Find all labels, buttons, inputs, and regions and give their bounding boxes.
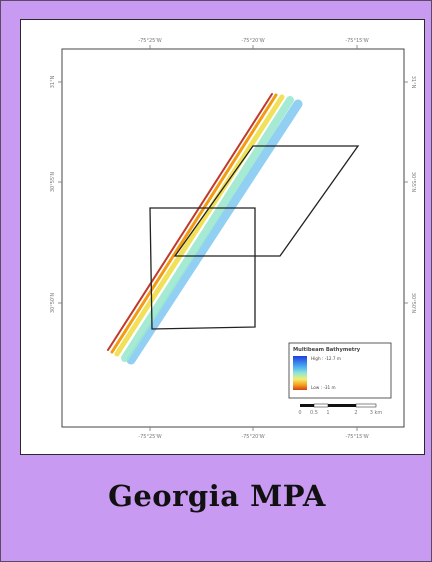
mpa-boundary-east [173,145,360,257]
swath-band [110,93,278,354]
mpa-boundary-west [149,207,256,330]
left-tick-label: 30°55'N [50,172,56,193]
top-tick-label: -75°15'W [345,38,368,44]
swath-band [126,99,303,365]
scale-bar: 0 0.5 1 2 3 km [298,403,383,416]
bathymetry-swath [107,93,303,365]
scale-label: 2 [354,410,357,416]
map-frame: -75°25'W -75°20'W -75°15'W -75°25'W -75°… [20,19,425,455]
scale-label: 1 [326,410,329,416]
legend-title: Multibeam Bathymetry [293,347,361,353]
scale-label: 0.5 [310,410,318,416]
graticule-right: 31°N 30°55'N 30°50'N [404,76,416,314]
top-tick-label: -75°25'W [138,38,161,44]
left-tick-label: 31°N [50,75,56,88]
graticule-bottom: -75°25'W -75°20'W -75°15'W [138,427,369,440]
legend-high-label: High : -12.7 m [311,356,341,361]
bottom-tick-label: -75°25'W [138,434,161,440]
page-title: Georgia MPA [108,479,326,513]
legend-low-label: Low : -31 m [311,385,336,390]
right-tick-label: 31°N [410,76,416,89]
graticule-left: 31°N 30°55'N 30°50'N [50,75,62,313]
swath-band [107,93,273,351]
swath-band [121,96,294,362]
map-canvas: -75°25'W -75°20'W -75°15'W -75°25'W -75°… [50,38,416,440]
scale-label: 0 [298,410,301,416]
left-tick-label: 30°50'N [50,293,56,314]
bottom-tick-label: -75°15'W [345,434,368,440]
right-tick-label: 30°50'N [410,293,416,314]
legend-color-ramp [293,356,307,390]
scale-label: 3 km [370,410,383,416]
graticule-top: -75°25'W -75°20'W -75°15'W [138,38,369,49]
top-tick-label: -75°20'W [241,38,264,44]
bottom-tick-label: -75°20'W [241,434,264,440]
right-tick-label: 30°55'N [410,172,416,193]
swath-band [114,94,285,357]
legend: Multibeam Bathymetry High : -12.7 m Low … [288,342,392,399]
